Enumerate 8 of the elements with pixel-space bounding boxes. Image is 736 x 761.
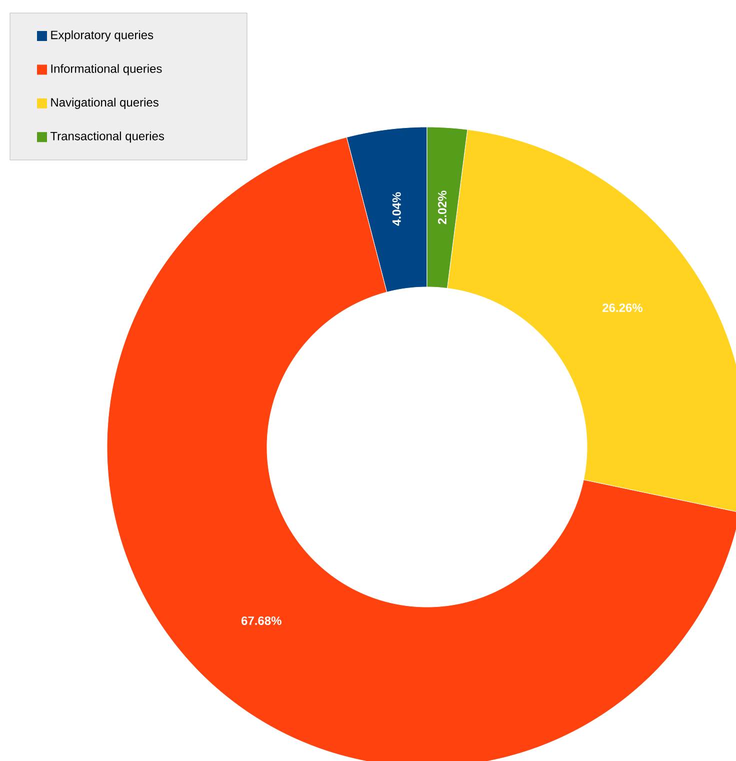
data-label: 2.02% [438,190,446,224]
legend-label: Transactional queries [50,131,164,143]
legend-label: Navigational queries [51,98,158,109]
legend-label: Exploratory queries [51,30,154,42]
data-label: 67.68% [241,616,282,625]
data-label: 4.04% [392,192,401,226]
legend-label: Informational queries [51,64,162,76]
data-label: 26.26% [602,304,643,312]
